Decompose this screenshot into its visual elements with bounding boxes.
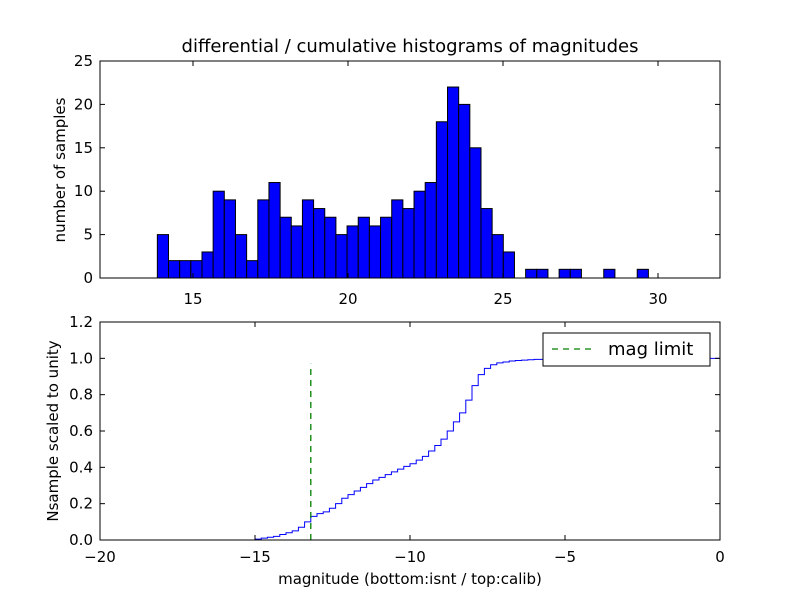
histogram-bar bbox=[558, 268, 571, 279]
histogram-ytick-label: 0 bbox=[83, 269, 93, 287]
histogram-bar bbox=[301, 199, 315, 279]
cumulative-xtick-label: −20 bbox=[84, 548, 116, 566]
histogram-bar bbox=[469, 147, 482, 279]
legend-box bbox=[542, 332, 711, 367]
cumulative-ylabel: Nsample scaled to unity bbox=[44, 340, 62, 521]
histogram-xtick-label: 25 bbox=[493, 290, 512, 308]
histogram-bar bbox=[335, 234, 348, 279]
histogram-bar bbox=[290, 225, 303, 279]
histogram-xtick-label: 30 bbox=[648, 290, 667, 308]
histogram-bar bbox=[212, 190, 225, 279]
cumulative-xtick-label: −10 bbox=[394, 548, 426, 566]
histogram-bar bbox=[636, 268, 649, 279]
histogram-bar bbox=[268, 182, 281, 279]
histogram-bar bbox=[179, 260, 192, 279]
histogram-bar bbox=[368, 225, 382, 279]
histogram-bar bbox=[380, 216, 393, 279]
cumulative-xtick-label: −5 bbox=[554, 548, 576, 566]
cumulative-xtick-label: 0 bbox=[715, 548, 725, 566]
cumulative-ytick-label: 0.6 bbox=[69, 422, 93, 440]
cumulative-ticks: −20 −15 −10 −5 0 0.0 0.2 0.4 0.6 0.8 1.0 1.2 bbox=[69, 313, 725, 566]
cumulative-ytick-label: 1.2 bbox=[69, 313, 93, 331]
histogram-bar bbox=[156, 234, 170, 279]
histogram-bar bbox=[502, 251, 515, 279]
histogram-ytick-label: 15 bbox=[74, 139, 93, 157]
histogram-bar bbox=[424, 182, 437, 279]
histogram-bar bbox=[435, 121, 449, 279]
histogram-bar bbox=[603, 268, 616, 279]
histogram-axes: 15 20 25 30 0 5 10 15 20 25 number of samples bbox=[51, 52, 721, 308]
histogram-bar bbox=[346, 225, 359, 279]
histogram-bar bbox=[234, 234, 248, 279]
histogram-bar bbox=[246, 260, 259, 279]
histogram-bar bbox=[257, 199, 270, 279]
histogram-bar bbox=[402, 208, 415, 279]
histogram-bar bbox=[491, 234, 504, 279]
histogram-ticks: 15 20 25 30 0 5 10 15 20 25 bbox=[74, 52, 720, 308]
cumulative-axes: −20 −15 −10 −5 0 0.0 0.2 0.4 0.6 0.8 1.0 1.2 Nsampl… bbox=[44, 313, 725, 588]
histogram-ytick-label: 10 bbox=[74, 182, 93, 200]
legend-label: mag limit bbox=[608, 339, 693, 360]
histogram-bar bbox=[223, 199, 236, 279]
cumulative-ytick-label: 0.4 bbox=[69, 458, 93, 476]
histogram-bar bbox=[279, 216, 292, 279]
histogram-xtick-label: 15 bbox=[183, 290, 202, 308]
histogram-bar bbox=[391, 199, 404, 279]
legend: mag limit bbox=[542, 332, 711, 367]
cumulative-ytick-label: 1.0 bbox=[69, 349, 93, 367]
histogram-ylabel: number of samples bbox=[51, 97, 69, 242]
histogram-ytick-label: 20 bbox=[74, 95, 93, 113]
histogram-bar bbox=[168, 260, 181, 279]
histogram-bar bbox=[324, 216, 337, 279]
histogram-bar bbox=[569, 268, 582, 279]
histogram-frame bbox=[99, 60, 721, 279]
histogram-bar bbox=[458, 103, 471, 279]
histogram-bar bbox=[525, 268, 538, 279]
histogram-ytick-label: 25 bbox=[74, 52, 93, 70]
histogram-bar bbox=[413, 190, 426, 279]
cumulative-ytick-label: 0.0 bbox=[69, 531, 93, 549]
histogram-bar bbox=[447, 86, 460, 279]
histogram-ytick-label: 5 bbox=[83, 226, 93, 244]
cumulative-ytick-label: 0.2 bbox=[69, 495, 93, 513]
chart-title: differential / cumulative histograms of … bbox=[182, 36, 639, 57]
histogram-bar bbox=[536, 268, 549, 279]
histogram-bars bbox=[156, 86, 649, 279]
cumulative-ytick-label: 0.8 bbox=[69, 386, 93, 404]
histogram-bar bbox=[313, 208, 326, 279]
cumulative-xtick-label: −15 bbox=[239, 548, 271, 566]
cumulative-xlabel: magnitude (bottom:isnt / top:calib) bbox=[278, 570, 542, 588]
histogram-xtick-label: 20 bbox=[338, 290, 357, 308]
histogram-bar bbox=[357, 216, 370, 279]
histogram-bar bbox=[480, 208, 493, 279]
histogram-bar bbox=[201, 251, 214, 279]
